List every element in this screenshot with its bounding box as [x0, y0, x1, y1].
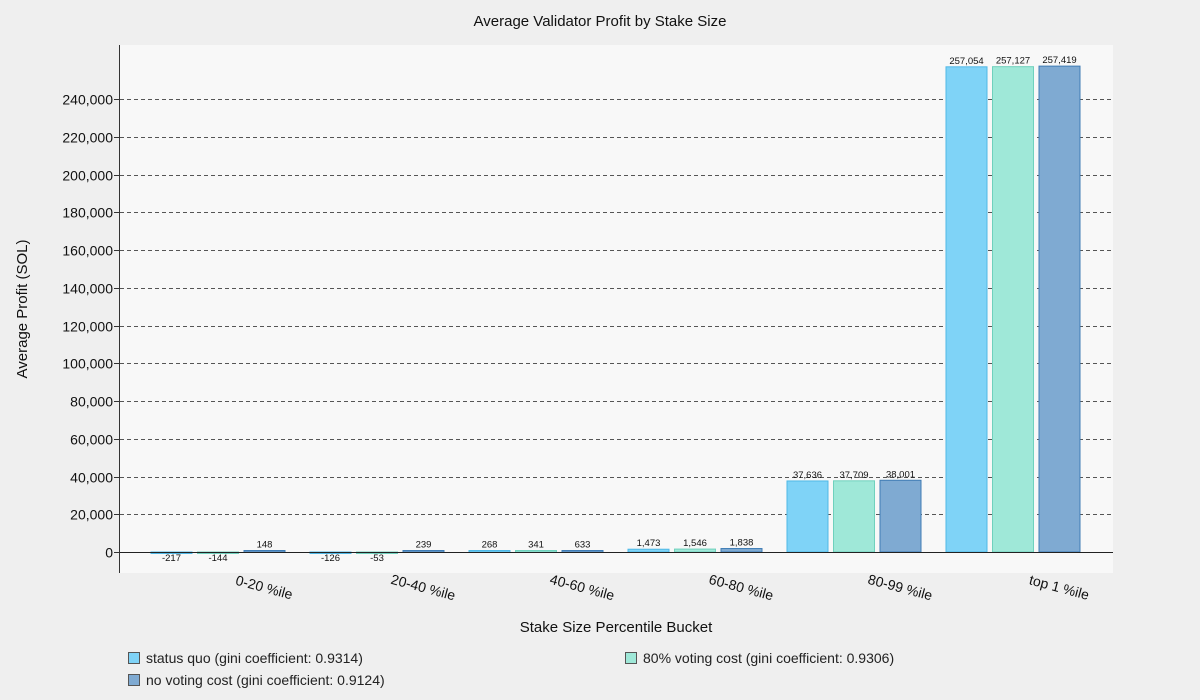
legend-label-80-voting-cost: 80% voting cost (gini coefficient: 0.930…	[643, 650, 895, 666]
data-label: 1,838	[730, 538, 754, 549]
y-tick-label: 180,000	[62, 205, 113, 221]
legend: status quo (gini coefficient: 0.9314) 80…	[128, 650, 1128, 692]
x-tick-label: 80-99 %ile	[866, 571, 934, 604]
x-axis-ticks: 0-20 %ile 20-40 %ile 40-60 %ile 60-80 %ile 8…	[234, 571, 1091, 604]
bar	[879, 479, 922, 553]
bar	[561, 550, 604, 553]
data-label: 1,546	[683, 538, 707, 549]
data-label: 37,709	[839, 470, 868, 481]
bar	[674, 548, 716, 553]
legend-label-status-quo: status quo (gini coefficient: 0.9314)	[146, 650, 363, 666]
y-tick-label: 120,000	[62, 319, 113, 335]
y-tick-label: 200,000	[62, 168, 113, 184]
data-label: 239	[416, 540, 432, 551]
data-label: 38,001	[886, 469, 915, 480]
y-tick-label: 160,000	[62, 243, 113, 259]
x-tick-label: 40-60 %ile	[548, 571, 616, 604]
bar	[833, 480, 875, 553]
legend-item-status-quo: status quo (gini coefficient: 0.9314)	[128, 650, 363, 666]
bar	[945, 66, 988, 553]
data-label: 257,419	[1042, 55, 1076, 66]
legend-swatch-no-voting-cost	[128, 674, 140, 686]
y-axis-label: Average Profit (SOL)	[14, 240, 31, 379]
bar	[1038, 65, 1081, 553]
x-tick-label: top 1 %ile	[1028, 571, 1092, 602]
chart-title: Average Validator Profit by Stake Size	[474, 13, 727, 30]
data-label: -144	[208, 553, 227, 564]
legend-item-80-voting-cost: 80% voting cost (gini coefficient: 0.930…	[625, 650, 894, 666]
y-tick-label: 80,000	[70, 394, 113, 410]
data-label: 1,473	[637, 538, 661, 549]
y-axis-ticks: 0 20,000 40,000 60,000 80,000 100,000 120,000 1…	[62, 92, 120, 561]
bar	[627, 548, 670, 553]
legend-label-no-voting-cost: no voting cost (gini coefficient: 0.9124…	[146, 672, 385, 688]
legend-item-no-voting-cost: no voting cost (gini coefficient: 0.9124…	[128, 672, 385, 688]
y-tick-label: 220,000	[62, 130, 113, 146]
legend-swatch-80-voting-cost	[625, 652, 637, 664]
bar	[720, 548, 763, 553]
data-label: 633	[575, 540, 591, 551]
bar	[468, 550, 511, 553]
data-label: 37,636	[793, 470, 822, 481]
y-tick-label: 140,000	[62, 281, 113, 297]
x-tick-label: 0-20 %ile	[234, 572, 295, 603]
y-tick-label: 0	[105, 545, 113, 561]
bar	[243, 550, 286, 553]
data-label: 257,054	[949, 56, 983, 67]
data-label: -217	[162, 553, 181, 564]
y-tick-label: 40,000	[70, 470, 113, 486]
bar	[402, 550, 445, 553]
bar	[992, 66, 1034, 553]
bar	[515, 550, 557, 553]
data-label: -53	[370, 553, 384, 564]
data-label: -126	[321, 553, 340, 564]
data-label: 148	[257, 540, 273, 551]
y-tick-label: 60,000	[70, 432, 113, 448]
x-tick-label: 20-40 %ile	[389, 571, 457, 604]
legend-swatch-status-quo	[128, 652, 140, 664]
bar	[786, 480, 829, 553]
x-axis-label: Stake Size Percentile Bucket	[520, 619, 713, 636]
data-label: 257,127	[996, 56, 1030, 67]
y-tick-label: 100,000	[62, 356, 113, 372]
x-tick-label: 60-80 %ile	[707, 571, 775, 604]
y-tick-label: 20,000	[70, 507, 113, 523]
data-label: 341	[528, 540, 544, 551]
data-label: 268	[482, 540, 498, 551]
bars: -217 -144 148 -126 -53 239 268 341 633 1,473 1,546…	[150, 55, 1081, 564]
y-tick-label: 240,000	[62, 92, 113, 108]
